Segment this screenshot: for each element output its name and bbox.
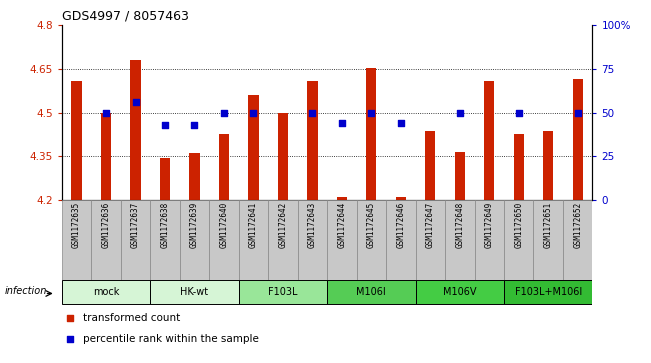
- Point: [307, 110, 318, 115]
- Point: [64, 315, 75, 321]
- Point: [454, 110, 465, 115]
- Text: M106I: M106I: [357, 287, 386, 297]
- Point: [159, 122, 170, 128]
- Text: GSM1172651: GSM1172651: [544, 202, 553, 248]
- Text: GSM1172639: GSM1172639: [190, 202, 199, 248]
- Text: GSM1172641: GSM1172641: [249, 202, 258, 248]
- Bar: [121, 200, 150, 280]
- Bar: [484, 81, 494, 200]
- Bar: [445, 200, 475, 280]
- Point: [396, 120, 406, 126]
- Text: GSM1172649: GSM1172649: [485, 202, 493, 248]
- Bar: [327, 280, 415, 305]
- Bar: [415, 280, 504, 305]
- Point: [366, 110, 376, 115]
- Point: [189, 122, 200, 128]
- Bar: [72, 81, 82, 200]
- Text: GSM1172643: GSM1172643: [308, 202, 317, 248]
- Bar: [475, 200, 504, 280]
- Bar: [386, 200, 415, 280]
- Bar: [189, 153, 200, 200]
- Point: [248, 110, 258, 115]
- Point: [130, 99, 141, 105]
- Bar: [278, 113, 288, 200]
- Bar: [504, 280, 592, 305]
- Bar: [130, 60, 141, 200]
- Text: transformed count: transformed count: [83, 313, 180, 323]
- Text: HK-wt: HK-wt: [180, 287, 208, 297]
- Text: GSM1172642: GSM1172642: [279, 202, 287, 248]
- Bar: [150, 280, 239, 305]
- Text: F103L: F103L: [268, 287, 298, 297]
- Bar: [160, 158, 170, 200]
- Text: GSM1172650: GSM1172650: [514, 202, 523, 248]
- Bar: [504, 200, 533, 280]
- Text: GSM1172644: GSM1172644: [337, 202, 346, 248]
- Bar: [514, 134, 524, 200]
- Bar: [454, 152, 465, 200]
- Point: [337, 120, 347, 126]
- Text: GSM1172647: GSM1172647: [426, 202, 435, 248]
- Point: [514, 110, 524, 115]
- Text: GDS4997 / 8057463: GDS4997 / 8057463: [62, 10, 189, 23]
- Text: GSM1172637: GSM1172637: [131, 202, 140, 248]
- Text: GSM1172645: GSM1172645: [367, 202, 376, 248]
- Point: [64, 336, 75, 342]
- Text: M106V: M106V: [443, 287, 477, 297]
- Bar: [337, 197, 347, 200]
- Bar: [366, 68, 376, 200]
- Point: [572, 110, 583, 115]
- Bar: [307, 81, 318, 200]
- Bar: [180, 200, 209, 280]
- Bar: [572, 79, 583, 200]
- Text: GSM1172636: GSM1172636: [102, 202, 111, 248]
- Text: GSM1172652: GSM1172652: [573, 202, 582, 248]
- Bar: [150, 200, 180, 280]
- Bar: [415, 200, 445, 280]
- Bar: [91, 200, 121, 280]
- Text: GSM1172635: GSM1172635: [72, 202, 81, 248]
- Text: GSM1172638: GSM1172638: [161, 202, 169, 248]
- Text: GSM1172646: GSM1172646: [396, 202, 406, 248]
- Bar: [327, 200, 357, 280]
- Bar: [209, 200, 239, 280]
- Bar: [298, 200, 327, 280]
- Bar: [268, 200, 298, 280]
- Bar: [543, 131, 553, 200]
- Point: [219, 110, 229, 115]
- Text: infection: infection: [5, 286, 48, 296]
- Text: percentile rank within the sample: percentile rank within the sample: [83, 334, 259, 344]
- Bar: [62, 280, 150, 305]
- Point: [101, 110, 111, 115]
- Text: mock: mock: [93, 287, 119, 297]
- Bar: [563, 200, 592, 280]
- Bar: [248, 95, 258, 200]
- Bar: [62, 200, 91, 280]
- Bar: [239, 280, 327, 305]
- Text: GSM1172640: GSM1172640: [219, 202, 229, 248]
- Bar: [219, 134, 229, 200]
- Bar: [101, 113, 111, 200]
- Bar: [357, 200, 386, 280]
- Bar: [425, 131, 436, 200]
- Bar: [533, 200, 563, 280]
- Text: F103L+M106I: F103L+M106I: [514, 287, 582, 297]
- Text: GSM1172648: GSM1172648: [455, 202, 464, 248]
- Bar: [239, 200, 268, 280]
- Bar: [396, 197, 406, 200]
